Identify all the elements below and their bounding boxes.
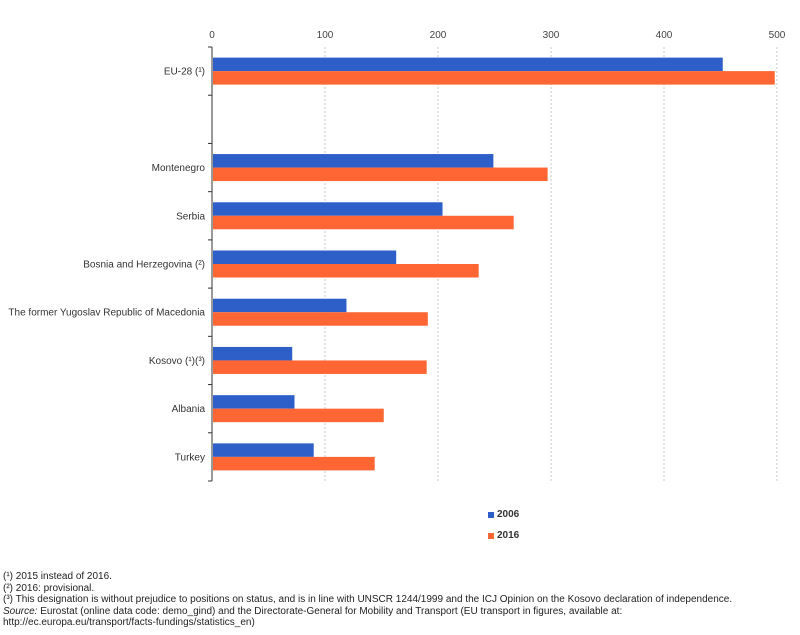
bar-2006[interactable] [213, 154, 494, 168]
bar-2006[interactable] [213, 250, 397, 265]
bar-2016[interactable] [213, 456, 375, 471]
bar-2006[interactable] [213, 443, 314, 457]
category-label: Montenegro [152, 163, 206, 174]
bar-2006[interactable] [213, 202, 443, 216]
category-label: EU-28 (¹) [164, 67, 205, 78]
x-tick-label: 300 [543, 30, 560, 41]
footnote-3: (³) This designation is without prejudic… [3, 594, 733, 606]
bar-2006[interactable] [213, 298, 347, 313]
bar-2016[interactable] [213, 408, 384, 423]
bar-2016[interactable] [213, 312, 428, 326]
bar-2016[interactable] [213, 360, 427, 374]
bar-2006[interactable] [213, 395, 295, 409]
legend-swatch-2006 [488, 511, 494, 518]
category-label: Kosovo (¹)(³) [149, 356, 205, 367]
bar-2006[interactable] [213, 346, 293, 361]
category-label: Albania [172, 404, 206, 415]
footnotes: (¹) 2015 instead of 2016. (²) 2016: prov… [3, 571, 798, 629]
legend-label-2006: 2006 [497, 509, 520, 520]
bar-2016[interactable] [213, 264, 479, 278]
footnote-1: (¹) 2015 instead of 2016. [3, 571, 112, 582]
footnote-2: (²) 2016: provisional. [3, 582, 95, 594]
source-text: Eurostat (online data code: demo_gind) a… [37, 605, 623, 617]
category-label: Bosnia and Herzegovina (²) [83, 260, 205, 271]
x-tick-label: 0 [209, 30, 215, 41]
bar-2016[interactable] [213, 167, 548, 182]
category-label: Serbia [176, 211, 205, 222]
x-tick-label: 400 [656, 30, 673, 41]
category-label: Turkey [175, 452, 205, 463]
source-label: Source: [3, 605, 38, 617]
x-tick-label: 200 [430, 30, 447, 41]
source-url[interactable]: http://ec.europa.eu/transport/facts-fund… [3, 617, 255, 629]
legend-swatch-2016 [488, 532, 494, 539]
category-label: The former Yugoslav Republic of Macedoni… [8, 308, 205, 319]
bar-2006[interactable] [213, 57, 723, 72]
legend-item-2016[interactable]: 2016 [488, 525, 519, 546]
x-tick-label: 500 [769, 30, 786, 41]
bar-2016[interactable] [213, 71, 775, 85]
legend-item-2006[interactable]: 2006 [488, 504, 519, 525]
bar-chart: 0 100 200 300 400 500 EU-28 (¹) Montenegro Serbi… [8, 30, 786, 482]
bar-2016[interactable] [213, 215, 514, 230]
x-tick-label: 100 [317, 30, 334, 41]
source-line: Source: Eurostat (online data code: demo… [3, 606, 798, 618]
legend: 2006 2016 [488, 504, 519, 546]
legend-label-2016: 2016 [497, 530, 520, 541]
